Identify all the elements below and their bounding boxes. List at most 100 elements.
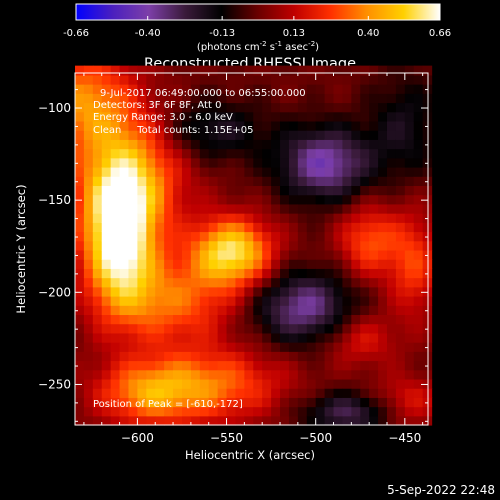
heatmap-cell	[315, 194, 326, 205]
heatmap-cell	[253, 139, 263, 150]
heatmap-cell	[413, 74, 424, 85]
heatmap-cell	[386, 388, 397, 398]
heatmap-cell	[288, 378, 299, 389]
heatmap-cell	[262, 74, 272, 85]
heatmap-cell	[173, 176, 183, 187]
heatmap-cell	[83, 231, 94, 242]
heatmap-cell	[155, 157, 165, 168]
heatmap-cell	[155, 222, 165, 233]
heatmap-cell	[119, 203, 130, 214]
heatmap-cell	[297, 139, 308, 150]
heatmap-cell	[199, 268, 210, 279]
heatmap-cell	[262, 323, 272, 334]
heatmap-cell	[92, 378, 103, 389]
heatmap-cell	[395, 249, 406, 260]
heatmap-cell	[181, 74, 192, 85]
heatmap-cell	[208, 388, 219, 398]
heatmap-cell	[422, 332, 433, 343]
heatmap-cell	[351, 213, 361, 223]
heatmap-cell	[101, 360, 112, 371]
heatmap-cell	[83, 74, 94, 85]
heatmap-cell	[404, 277, 415, 288]
heatmap-cell	[306, 342, 317, 352]
heatmap-cell	[324, 259, 335, 269]
heatmap-cell	[342, 203, 352, 214]
heatmap-cell	[386, 176, 397, 187]
heatmap-cell	[422, 166, 433, 177]
heatmap-cell	[333, 139, 344, 150]
heatmap-cell	[306, 148, 317, 159]
heatmap-cell	[342, 166, 352, 177]
heatmap-cell	[306, 268, 317, 279]
heatmap-cell	[386, 415, 397, 426]
heatmap-cell	[128, 176, 138, 187]
heatmap-cell	[280, 74, 290, 85]
heatmap-cell	[395, 120, 406, 131]
heatmap-cell	[181, 397, 192, 408]
heatmap-cell	[244, 369, 254, 380]
heatmap-cell	[173, 148, 183, 159]
heatmap-cell	[235, 130, 245, 140]
heatmap-cell	[146, 231, 156, 242]
heatmap-cell	[190, 84, 201, 94]
heatmap-cell	[413, 231, 424, 242]
heatmap-cell	[199, 240, 210, 251]
heatmap-cell	[395, 65, 406, 76]
heatmap-cell	[101, 102, 112, 113]
heatmap-cell	[146, 295, 156, 306]
heatmap-cell	[101, 268, 112, 279]
heatmap-cell	[190, 378, 201, 389]
heatmap-cell	[422, 305, 433, 316]
heatmap-cell	[244, 148, 254, 159]
heatmap-cell	[297, 342, 308, 352]
heatmap-cell	[369, 240, 379, 251]
heatmap-cell	[137, 194, 147, 205]
heatmap-cell	[173, 415, 183, 426]
heatmap-cell	[360, 397, 370, 408]
heatmap-cell	[297, 65, 308, 76]
heatmap-cell	[315, 166, 326, 177]
colorbar-ticks: -0.66 -0.40 -0.13 0.13 0.40 0.66	[63, 16, 451, 39]
heatmap-cell	[404, 314, 415, 325]
plot-frame	[74, 72, 429, 426]
heatmap-cell	[271, 120, 281, 131]
heatmap-cell	[378, 130, 388, 140]
heatmap-cell	[360, 369, 370, 380]
heatmap-cell	[173, 240, 183, 251]
heatmap-cell	[235, 406, 245, 417]
heatmap-cell	[92, 120, 103, 131]
heatmap-cell	[75, 166, 85, 177]
heatmap-cell	[351, 93, 361, 104]
heatmap-cell	[404, 194, 415, 205]
heatmap-cell	[75, 176, 85, 187]
heatmap-cell	[181, 249, 192, 260]
heatmap-cell	[413, 314, 424, 325]
heatmap-cell	[413, 222, 424, 233]
heatmap-cell	[324, 231, 335, 242]
heatmap-cell	[173, 213, 183, 223]
heatmap-cell	[119, 323, 130, 334]
heatmap-cell	[369, 351, 379, 362]
heatmap-cell	[306, 111, 317, 122]
heatmap-cell	[342, 93, 352, 104]
heatmap-cell	[422, 120, 433, 131]
heatmap-cell	[280, 185, 290, 196]
heatmap-cell	[83, 378, 94, 389]
heatmap-cell	[101, 369, 112, 380]
heatmap-cell	[404, 295, 415, 306]
heatmap-cell	[297, 74, 308, 85]
heatmap-cell	[181, 240, 192, 251]
heatmap-cell	[217, 415, 228, 426]
heatmap-cell	[164, 111, 174, 122]
heatmap-cell	[306, 369, 317, 380]
heatmap-cell	[181, 268, 192, 279]
heatmap-cell	[271, 166, 281, 177]
heatmap-cell	[208, 231, 219, 242]
heatmap-cell	[190, 157, 201, 168]
heatmap-cell	[271, 102, 281, 113]
heatmap-cell	[306, 249, 317, 260]
heatmap-cell	[288, 166, 299, 177]
heatmap-cell	[217, 65, 228, 76]
heatmap-cell	[83, 157, 94, 168]
heatmap-cell	[155, 323, 165, 334]
